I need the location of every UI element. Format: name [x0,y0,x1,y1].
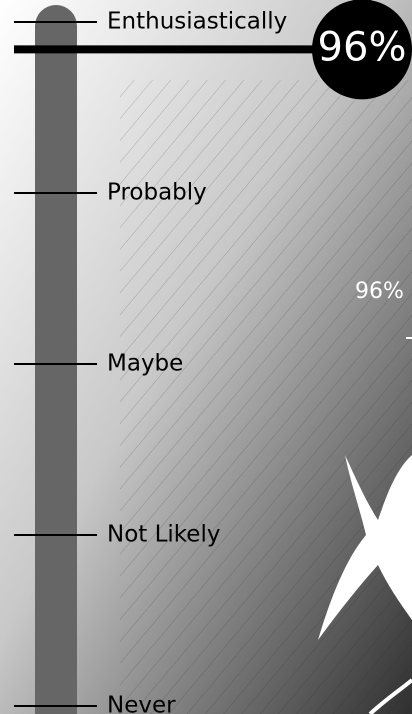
tick-label: Enthusiastically [107,9,287,35]
tick-label: Maybe [107,351,183,377]
splat [318,455,412,640]
tick-label: Not Likely [107,522,220,548]
value-label: 96% [318,24,407,70]
value-badge [312,0,412,100]
value-label-small: 96% [355,279,404,304]
splat-stroke [368,678,412,714]
tick-label: Probably [107,180,207,206]
tick-label: Never [107,693,176,714]
gauge-bar [35,5,77,714]
hatching [120,80,412,714]
